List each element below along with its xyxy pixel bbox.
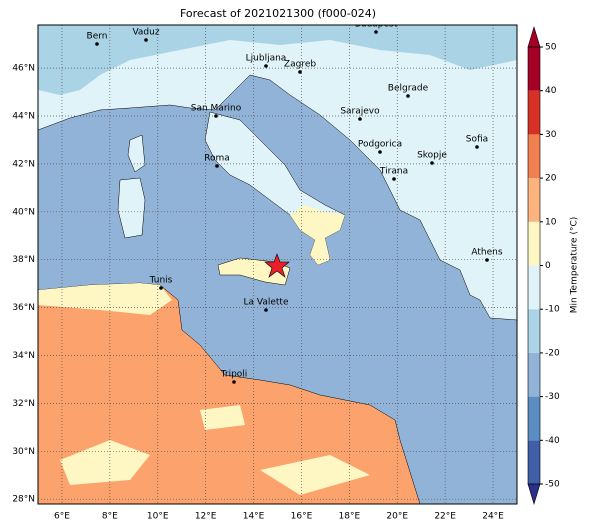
city-dot xyxy=(214,114,218,118)
city-dot xyxy=(358,117,362,121)
city-dot xyxy=(392,177,396,181)
colorbar-tick-label: -20 xyxy=(545,348,560,358)
city-label: Tripoli xyxy=(220,370,248,380)
warm-patch xyxy=(60,405,370,495)
colorbar-segment xyxy=(528,396,540,441)
colorbar-segment xyxy=(528,47,540,91)
city-label: Zagreb xyxy=(284,60,316,70)
city-dot xyxy=(298,70,302,74)
city-dot xyxy=(485,258,489,262)
x-tick-label: 18°E xyxy=(339,512,361,522)
city-dot xyxy=(159,286,163,290)
city-label: Sarajevo xyxy=(340,107,380,117)
frame xyxy=(37,24,518,505)
city-label: La Valette xyxy=(244,298,289,308)
colorbar-segment xyxy=(528,221,540,266)
warm-coast xyxy=(290,205,345,265)
city-dot xyxy=(264,308,268,312)
colorbar-segment xyxy=(528,90,540,135)
x-tick-label: 12°E xyxy=(195,512,217,522)
city-dot xyxy=(264,64,268,68)
colorbar-tick-label: -40 xyxy=(545,436,560,446)
x-tick-label: 10°E xyxy=(147,512,169,522)
y-tick-label: 46°N xyxy=(12,64,35,74)
colorbar-segment xyxy=(528,352,540,397)
colorbar-extend xyxy=(527,25,541,48)
y-tick-label: 44°N xyxy=(12,112,35,122)
colorbar-extend xyxy=(527,483,541,506)
europe-land xyxy=(38,25,517,321)
sardinia xyxy=(117,177,146,239)
city-label: Belgrade xyxy=(388,84,429,94)
corsica xyxy=(127,134,146,173)
city-label: Tirana xyxy=(379,167,408,177)
colorbar-segment xyxy=(528,309,540,353)
city-dot xyxy=(144,38,148,42)
x-tick-label: 24°E xyxy=(482,512,504,522)
x-tick-label: 6°E xyxy=(54,512,70,522)
city-label: Bern xyxy=(87,32,108,42)
city-label: Athens xyxy=(471,248,502,258)
y-tick-label: 36°N xyxy=(12,303,35,313)
city-dot xyxy=(374,30,378,34)
colorbar-tick-label: 40 xyxy=(545,86,557,96)
x-tick-label: 22°E xyxy=(434,512,456,522)
y-tick-label: 30°N xyxy=(12,447,35,457)
city-label: Roma xyxy=(204,154,230,164)
city-dot xyxy=(430,161,434,165)
city-label: Budapest xyxy=(355,20,398,30)
y-tick-label: 32°N xyxy=(12,399,35,409)
warm-coast xyxy=(38,283,172,315)
y-tick-label: 38°N xyxy=(12,255,35,265)
y-tick-label: 28°N xyxy=(12,495,35,505)
city-label: Tunis xyxy=(149,276,173,286)
colorbar-tick-label: 20 xyxy=(545,174,557,184)
colorbar-tick-label: 0 xyxy=(545,261,551,271)
colorbar-tick-label: 10 xyxy=(545,217,557,227)
city-label: Skopje xyxy=(417,151,447,161)
y-tick-label: 42°N xyxy=(12,159,35,169)
colorbar-tick-label: -30 xyxy=(545,392,560,402)
city-label: Vaduz xyxy=(132,28,159,38)
africa xyxy=(38,282,421,504)
star-marker xyxy=(264,253,290,278)
city-label: Sofia xyxy=(466,135,488,145)
colorbar-tick-label: -10 xyxy=(545,305,560,315)
colorbar-tick-label: 30 xyxy=(545,130,557,140)
y-tick-label: 34°N xyxy=(12,351,35,361)
colorbar-segment xyxy=(528,178,540,222)
x-tick-label: 20°E xyxy=(386,512,408,522)
colorbar-tick-label: 50 xyxy=(545,43,557,53)
colorbar-label: Min Temperature (°C) xyxy=(570,217,580,314)
cold-region xyxy=(38,25,517,95)
city-dot xyxy=(215,164,219,168)
colorbar-segment xyxy=(528,134,540,179)
x-tick-label: 14°E xyxy=(243,512,265,522)
x-tick-label: 8°E xyxy=(102,512,118,522)
city-label: San Marino xyxy=(191,104,242,114)
x-tick-label: 16°E xyxy=(291,512,313,522)
city-dot xyxy=(95,42,99,46)
city-dot xyxy=(475,145,479,149)
title: Forecast of 2021021300 (f000-024) xyxy=(180,7,376,20)
city-dot xyxy=(232,380,236,384)
y-tick-label: 40°N xyxy=(12,207,35,217)
colorbar-segment xyxy=(528,440,540,484)
colorbar-segment xyxy=(528,265,540,310)
city-label: Ljubljana xyxy=(246,54,287,64)
city-dot xyxy=(406,94,410,98)
city-dot xyxy=(378,150,382,154)
colorbar-tick-label: -50 xyxy=(545,480,560,490)
city-label: Podgorica xyxy=(358,140,402,150)
